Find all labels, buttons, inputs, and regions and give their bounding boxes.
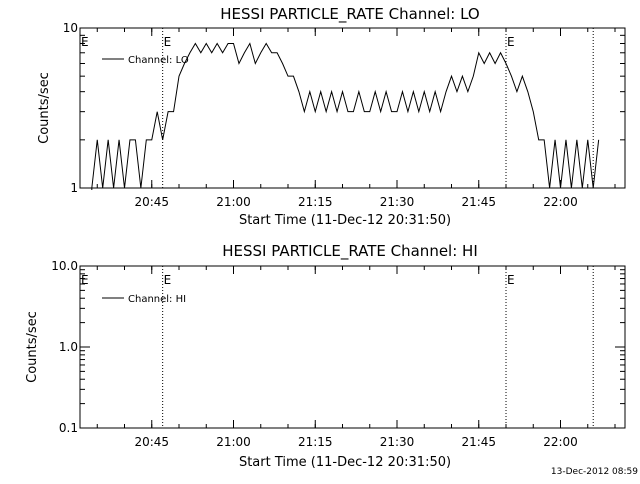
x-tick-label: 20:45: [134, 195, 169, 209]
panel-hi-title: HESSI PARTICLE_RATE Channel: HI: [222, 242, 478, 261]
x-tick-label: 21:00: [216, 195, 251, 209]
x-tick-label: 21:45: [461, 435, 496, 449]
y-tick-label: 10: [63, 21, 78, 35]
panel-hi-x-label: Start Time (11-Dec-12 20:31:50): [239, 455, 451, 470]
panel-hi: HESSI PARTICLE_RATE Channel: HI 0.1 1.0 10…: [25, 242, 626, 470]
panel-hi-legend: Channel: HI: [102, 294, 186, 305]
panel-lo-x-label: Start Time (11-Dec-12 20:31:50): [239, 213, 451, 228]
x-tick-label: 21:30: [380, 435, 415, 449]
panel-lo-frame: [79, 27, 626, 189]
panel-lo-legend: Channel: LO: [102, 55, 189, 66]
y-tick-label: 1: [70, 181, 78, 195]
marker-label-start: E: [81, 35, 89, 49]
panel-lo-y-axis: 1 10: [63, 21, 625, 195]
y-tick-label: 0.1: [59, 421, 78, 435]
panel-lo-title: HESSI PARTICLE_RATE Channel: LO: [220, 5, 479, 24]
x-tick-label: 21:00: [216, 435, 251, 449]
x-tick-label: 20:45: [134, 435, 169, 449]
x-tick-label: 21:15: [298, 435, 333, 449]
panel-hi-y-label: Counts/sec: [25, 311, 40, 383]
panel-hi-frame: [79, 265, 626, 429]
panel-lo-y-label: Counts/sec: [37, 72, 52, 144]
panel-lo-legend-label: Channel: LO: [128, 55, 189, 66]
panel-hi-markers: E EE: [81, 266, 594, 428]
panel-lo-markers: E EE: [81, 28, 594, 188]
footer-timestamp: 13-Dec-2012 08:59: [551, 467, 638, 477]
panel-hi-legend-label: Channel: HI: [128, 294, 186, 305]
panel-lo: HESSI PARTICLE_RATE Channel: LO 1 10 20:4…: [37, 5, 626, 228]
x-tick-label: 21:45: [461, 195, 496, 209]
panel-hi-y-axis: 0.1 1.0 10.0: [51, 259, 625, 435]
y-tick-label: 1.0: [59, 340, 78, 354]
panel-hi-x-axis: 20:45 21:00 21:15 21:30 21:45 22:00: [96, 266, 616, 449]
marker-label: E: [507, 35, 515, 49]
panel-lo-x-axis: 20:45 21:00 21:15 21:30 21:45 22:00: [96, 28, 616, 209]
x-tick-label: 22:00: [543, 195, 578, 209]
x-tick-label: 22:00: [543, 435, 578, 449]
x-tick-label: 21:15: [298, 195, 333, 209]
x-tick-label: 21:30: [380, 195, 415, 209]
marker-label-start: E: [81, 273, 89, 287]
marker-label: E: [164, 35, 172, 49]
panel-lo-series-line: [91, 42, 600, 190]
y-tick-label: 10.0: [51, 259, 78, 273]
marker-label: E: [164, 273, 172, 287]
marker-label: E: [507, 273, 515, 287]
